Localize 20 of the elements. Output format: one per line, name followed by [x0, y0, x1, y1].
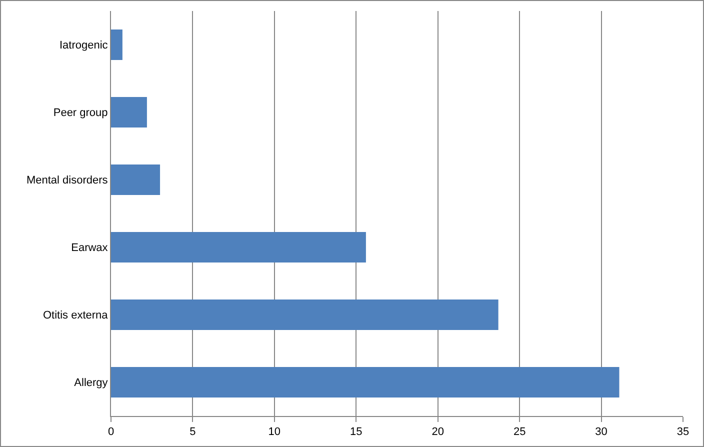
bar [111, 300, 498, 330]
y-tick-label: Peer group [53, 107, 108, 120]
x-tick-label: 10 [268, 426, 281, 438]
x-tick-label: 35 [676, 426, 690, 438]
x-tick-label: 0 [108, 426, 114, 438]
y-tick-label: Otitis externa [42, 310, 109, 322]
y-tick-label: Iatrogenic [59, 40, 108, 52]
y-tick-label: Mental disorders [26, 174, 108, 187]
bar [111, 30, 122, 60]
x-tick-label: 30 [595, 426, 608, 438]
bar [111, 367, 620, 398]
y-tick-label: Allergy [74, 377, 108, 390]
x-tick-label: 20 [432, 426, 444, 438]
y-tick-label: Earwax [71, 242, 108, 254]
x-tick-label: 5 [190, 426, 196, 438]
bar [111, 232, 366, 262]
x-tick-label: 25 [513, 426, 526, 438]
x-tick-label: 15 [350, 426, 362, 438]
bar [111, 97, 147, 128]
bar [111, 164, 160, 195]
